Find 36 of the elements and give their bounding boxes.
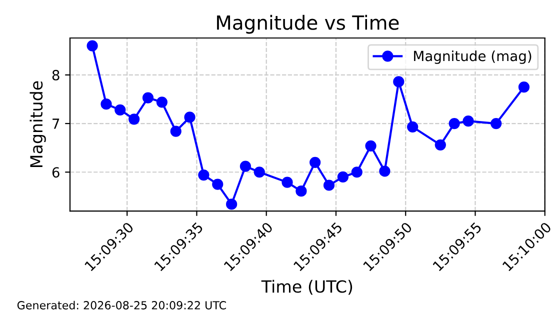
point	[434, 139, 446, 150]
y-tick-label: 8	[52, 70, 60, 80]
y-axis-title: Magnitude	[30, 81, 46, 168]
point	[282, 176, 293, 188]
y-tick-label: 6	[52, 167, 60, 178]
y-tick-label: 7	[52, 118, 60, 129]
point	[226, 198, 238, 210]
point	[448, 118, 460, 130]
legend-label: Magnitude (mag)	[414, 50, 532, 64]
x-axis-title: Time (UTC)	[261, 280, 352, 295]
point	[379, 166, 390, 177]
point	[184, 112, 196, 123]
point	[114, 104, 126, 116]
point	[365, 140, 376, 152]
point	[86, 40, 98, 52]
point	[100, 98, 112, 110]
point	[128, 114, 140, 125]
point	[393, 76, 404, 88]
point	[407, 121, 418, 132]
point	[198, 169, 210, 181]
point	[351, 166, 362, 178]
point	[337, 171, 349, 183]
point	[518, 82, 530, 93]
text: Generated: 2026-08-25 20:09:22 UTC	[17, 300, 226, 310]
point	[254, 166, 265, 178]
chart-title: Magnitude vs Time	[217, 14, 399, 34]
point	[462, 116, 474, 127]
point	[323, 180, 335, 191]
point	[296, 186, 307, 197]
point	[310, 156, 321, 168]
point	[490, 118, 502, 130]
point	[240, 160, 252, 172]
point	[142, 92, 154, 104]
point	[170, 126, 182, 137]
point	[156, 96, 168, 108]
point	[212, 178, 224, 190]
